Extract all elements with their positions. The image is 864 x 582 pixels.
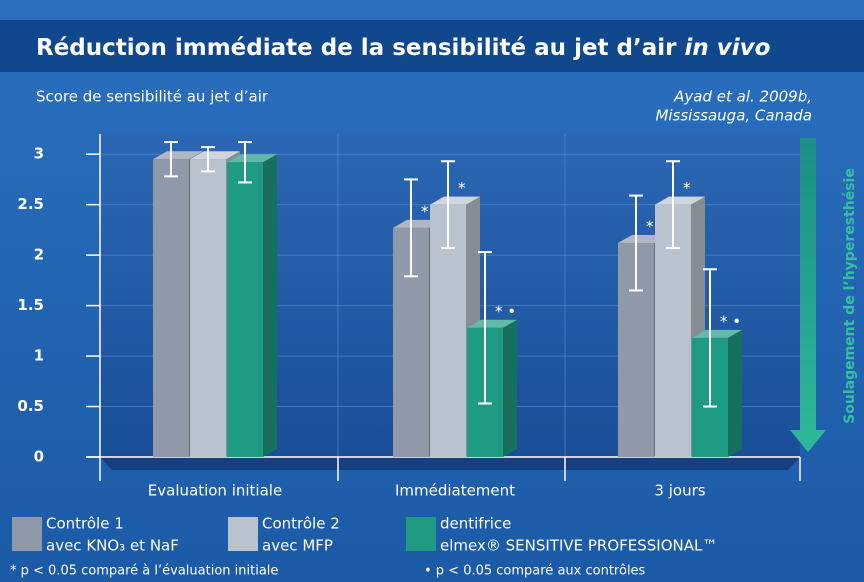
- bar-top-light: [227, 154, 277, 163]
- y-axis-label: Score de sensibilité au jet d’air: [36, 88, 269, 106]
- bar-top-light: [467, 319, 517, 328]
- side-label: Soulagement de l’hyperesthésie: [842, 168, 858, 424]
- significance-marker: *: [683, 179, 691, 197]
- y-tick-label: 3: [34, 145, 44, 163]
- floor: [100, 457, 800, 470]
- significance-marker: * •: [495, 302, 516, 320]
- x-tick-label: Immédiatement: [395, 482, 515, 500]
- x-tick-label: 3 jours: [654, 482, 705, 500]
- y-tick-label: 0.5: [17, 397, 44, 415]
- legend-label: avec MFP: [262, 537, 333, 555]
- title-band: [0, 20, 864, 72]
- legend-swatch: [12, 517, 42, 551]
- legend-label: Contrôle 2: [262, 515, 340, 533]
- bar-top: [655, 196, 705, 205]
- bar-side: [503, 319, 517, 457]
- bar-side-shade: [728, 329, 742, 457]
- bar-top: [692, 329, 742, 338]
- y-tick-label: 0: [34, 448, 44, 466]
- bar-side-shade: [263, 154, 277, 457]
- bar-top-light: [190, 151, 240, 160]
- y-tick-label: 2: [34, 246, 44, 264]
- significance-marker: *: [458, 179, 466, 197]
- source: Ayad et al. 2009b,: [673, 88, 812, 106]
- bar-top: [227, 154, 277, 163]
- y-tick-label: 1: [34, 347, 44, 365]
- significance-marker: * •: [720, 312, 741, 330]
- y-tick-label: 2.5: [17, 195, 44, 213]
- bar-top: [430, 196, 480, 205]
- bar-top-light: [430, 196, 480, 205]
- source: Mississauga, Canada: [655, 107, 812, 125]
- x-tick-label: Evaluation initiale: [148, 482, 282, 500]
- footnote: * p < 0.05 comparé à l’évaluation initia…: [10, 564, 278, 579]
- bar: [227, 162, 263, 457]
- bar-top-light: [655, 196, 705, 205]
- bar: [190, 159, 226, 457]
- legend-label: elmex® SENSITIVE PROFESSIONAL™: [440, 537, 717, 555]
- bar-top: [467, 319, 517, 328]
- bar-top-light: [153, 151, 203, 160]
- bar-top-light: [692, 329, 742, 338]
- y-tick-label: 1.5: [17, 296, 44, 314]
- legend-label: dentifrice: [440, 515, 511, 533]
- legend-swatch: [228, 517, 258, 551]
- chart-title: Réduction immédiate de la sensibilité au…: [36, 35, 770, 61]
- bar-side: [263, 154, 277, 457]
- significance-marker: *: [646, 218, 654, 236]
- relief-arrow: [790, 138, 826, 452]
- bar: [153, 159, 189, 457]
- footnote: • p < 0.05 comparé aux contrôles: [424, 564, 646, 579]
- significance-marker: *: [421, 202, 429, 220]
- bar-side: [728, 329, 742, 457]
- bar-top: [190, 151, 240, 160]
- legend-swatch: [406, 517, 436, 551]
- bar-top: [153, 151, 203, 160]
- legend-label: Contrôle 1: [46, 515, 124, 533]
- legend-label: avec KNO₃ et NaF: [46, 537, 179, 555]
- bar-side-shade: [503, 319, 517, 457]
